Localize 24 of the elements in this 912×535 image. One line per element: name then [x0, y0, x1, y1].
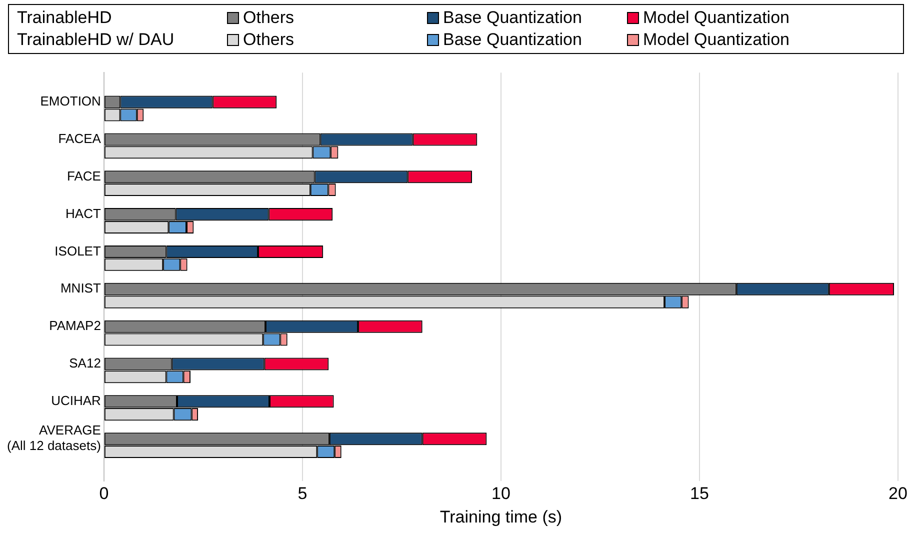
y-tick-label: SA12 [69, 356, 101, 371]
x-tick-label: 15 [690, 484, 709, 504]
text: TrainableHD w/ DAU [17, 30, 176, 50]
legend-label: Base Quantization [443, 30, 582, 50]
y-tick-label: FACE [66, 168, 102, 184]
x-tick-label: 0 [99, 484, 109, 504]
x-tick-label: 10 [492, 484, 510, 504]
y-tick-label: HACT [66, 206, 101, 221]
legend-label: Model Quantization [643, 8, 790, 28]
y-tick-label: ISOLET [54, 243, 101, 258]
y-tick-label: UCIHAR [51, 392, 101, 408]
legend-label: Others [243, 8, 294, 28]
y-tick-label: EMOTION [40, 94, 101, 109]
legend-label: Base Quantization [443, 8, 582, 28]
y-tick-label: AVERAGE (All 12 datasets) [6, 422, 102, 454]
y-tick-label: FACEA [58, 131, 102, 146]
legend-label: Others [243, 30, 294, 50]
legend-label: Model Quantization [643, 30, 790, 50]
x-tick-label: 20 [888, 484, 908, 504]
y-tick-label: MNIST [60, 280, 101, 296]
x-axis-title: Training time (s) [440, 507, 562, 526]
text: TrainableHD [17, 8, 113, 28]
x-tick-label: 5 [298, 484, 308, 504]
y-tick-label: PAMAP2 [49, 318, 101, 334]
